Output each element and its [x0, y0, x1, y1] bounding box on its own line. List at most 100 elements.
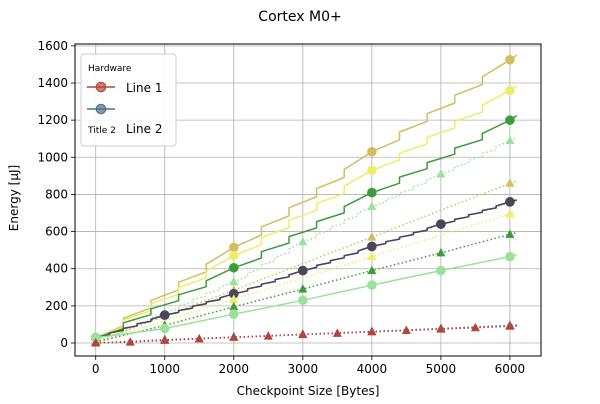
data-point — [505, 115, 515, 125]
y-tick-label: 1600 — [37, 39, 68, 53]
axis-ticks: 0 1000 2000 3000 4000 5000 6000 0 200 400 600 800 10… — [37, 39, 525, 376]
data-point — [436, 169, 446, 178]
y-tick-label: 800 — [45, 187, 68, 201]
data-point — [367, 232, 377, 241]
data-point — [367, 265, 377, 275]
series-line — [95, 180, 517, 343]
data-series — [91, 321, 517, 347]
data-point — [367, 280, 377, 290]
x-tick-label: 1000 — [149, 362, 180, 376]
series-line — [95, 114, 518, 339]
x-axis-label: Checkpoint Size [Bytes] — [237, 384, 380, 398]
data-point — [505, 178, 515, 187]
grid — [75, 44, 541, 356]
data-point — [367, 251, 377, 261]
y-axis-label: Energy [μJ] — [7, 165, 21, 231]
x-tick-label: 0 — [92, 362, 100, 376]
data-point — [298, 284, 308, 293]
data-series — [90, 251, 517, 343]
data-point — [194, 333, 204, 343]
y-tick-label: 600 — [45, 225, 68, 239]
data-point — [401, 325, 411, 335]
data-point — [505, 197, 515, 207]
data-point — [159, 310, 170, 320]
data-point — [229, 294, 239, 303]
data-point — [228, 288, 239, 299]
y-tick-label: 200 — [45, 299, 68, 313]
legend-box — [80, 53, 177, 147]
series-group — [90, 54, 518, 347]
data-point — [229, 276, 239, 286]
data-point — [160, 335, 170, 344]
data-point — [505, 251, 515, 262]
data-point — [505, 54, 515, 65]
data-point — [263, 331, 273, 340]
data-series — [90, 197, 517, 343]
x-tick-label: 3000 — [288, 362, 319, 376]
legend-group-heading: Title 2 — [87, 126, 116, 136]
data-point — [91, 338, 101, 347]
data-series — [90, 114, 518, 343]
legend-line-1-marker — [95, 81, 107, 93]
data-point — [229, 301, 239, 311]
series-line — [95, 85, 518, 339]
data-point — [505, 208, 515, 218]
legend-group-heading: Hardware — [88, 64, 132, 74]
data-point — [505, 229, 515, 238]
data-point — [228, 242, 239, 253]
legend-line-2-label: Line 2 — [126, 122, 162, 136]
data-point — [436, 324, 446, 333]
data-point — [228, 250, 239, 261]
data-point — [298, 295, 308, 306]
data-point — [229, 332, 239, 341]
legend-line-2-marker — [95, 103, 107, 115]
data-point — [367, 146, 377, 157]
plot-frame — [74, 43, 542, 357]
series-line — [95, 137, 518, 343]
data-point — [298, 265, 308, 276]
data-point — [298, 236, 308, 246]
data-series — [91, 135, 518, 346]
legend-line-1-label: Line 1 — [126, 81, 162, 95]
chart-title: Cortex M0+ — [258, 9, 341, 25]
data-point — [367, 241, 377, 252]
y-tick-label: 1200 — [37, 113, 68, 127]
data-point — [228, 262, 239, 273]
data-point — [332, 328, 342, 337]
data-point — [505, 85, 515, 96]
y-tick-label: 0 — [60, 336, 68, 350]
data-point — [367, 165, 377, 176]
data-point — [367, 326, 377, 336]
data-point — [228, 309, 239, 320]
data-point — [159, 323, 170, 334]
data-series — [91, 229, 517, 346]
x-tick-label: 5000 — [426, 362, 457, 376]
data-point — [505, 135, 515, 145]
x-tick-label: 6000 — [495, 362, 526, 376]
data-point — [125, 337, 135, 346]
data-point — [505, 321, 515, 330]
data-series — [91, 208, 517, 346]
y-tick-label: 400 — [45, 262, 68, 276]
x-tick-label: 2000 — [219, 362, 250, 376]
data-point — [90, 333, 101, 343]
x-tick-label: 4000 — [357, 362, 388, 376]
data-point — [436, 219, 446, 229]
data-point — [436, 265, 446, 276]
data-point — [436, 247, 446, 257]
series-line — [95, 254, 517, 339]
data-point — [367, 201, 377, 210]
y-tick-label: 1000 — [37, 150, 68, 164]
data-series — [91, 178, 517, 346]
series-line — [95, 324, 517, 344]
series-line — [95, 325, 517, 344]
data-point — [367, 187, 377, 198]
legend: Hardware Line 1 Title 2 Line 2 — [80, 53, 177, 147]
series-line — [95, 231, 517, 343]
data-point — [470, 322, 480, 332]
data-point — [298, 329, 308, 339]
y-tick-label: 1400 — [37, 76, 68, 90]
series-line — [95, 54, 518, 339]
